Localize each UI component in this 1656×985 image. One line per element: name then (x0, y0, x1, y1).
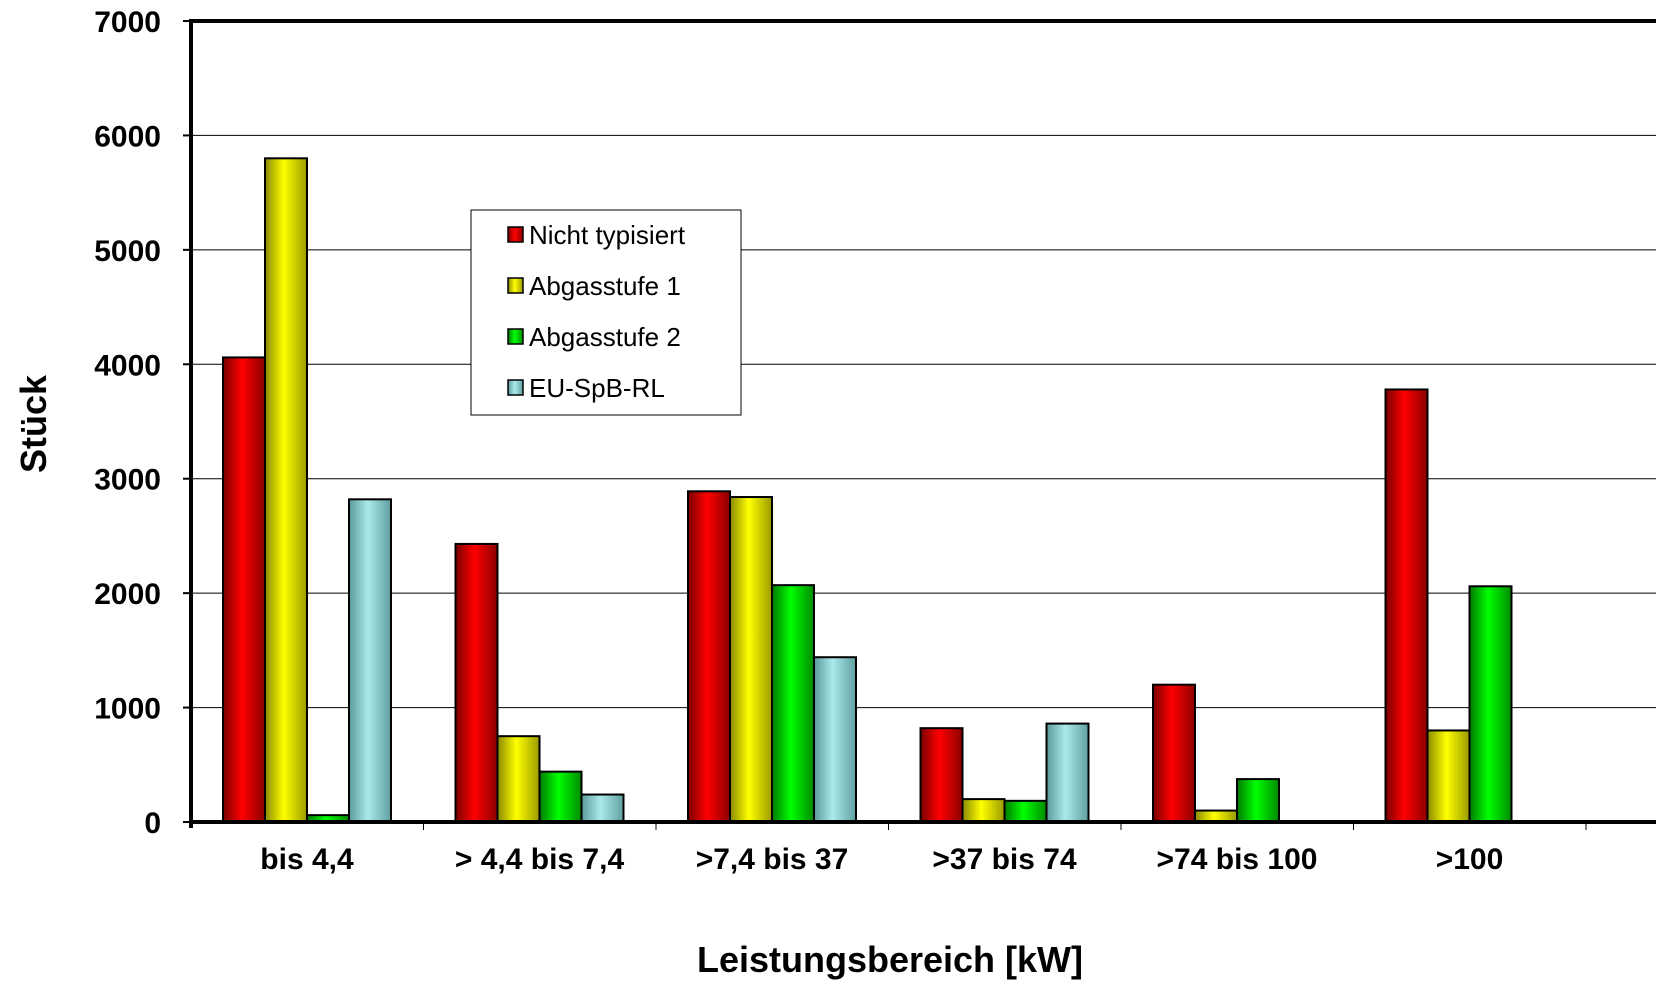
legend-swatch (507, 226, 524, 243)
legend-label: Abgasstufe 2 (529, 322, 681, 352)
bar-abgasstufe-1 (264, 157, 308, 824)
bar-abgasstufe-2 (1236, 778, 1280, 824)
bar-nicht-typisiert (222, 356, 266, 823)
y-tick-label: 3000 (94, 464, 161, 497)
bar-eu-spb-rl (580, 793, 625, 824)
y-tick-label: 6000 (94, 120, 161, 153)
bar-abgasstufe-1 (496, 735, 541, 824)
bar-eu-spb-rl (813, 656, 857, 823)
bar-eu-spb-rl (1045, 722, 1090, 823)
y-tick-labels: 0 1000 2000 3000 4000 5000 6000 7000 (94, 6, 161, 840)
legend-label: Nicht typisiert (529, 220, 686, 250)
y-tick-label: 1000 (94, 693, 161, 726)
bar-eu-spb-rl (348, 498, 392, 823)
bar-nicht-typisiert (919, 727, 964, 824)
bar-abgasstufe-1 (729, 496, 773, 823)
y-tick-label: 0 (144, 807, 161, 840)
y-tick-label: 4000 (94, 349, 161, 382)
legend-swatch (507, 277, 524, 294)
y-tick-label: 7000 (94, 6, 161, 39)
x-tick-label: > 4,4 bis 7,4 (455, 843, 625, 876)
legend-label: EU-SpB-RL (529, 373, 665, 403)
x-tick-label: >100 (1436, 843, 1504, 876)
bar-abgasstufe-2 (1468, 585, 1513, 824)
bar-abgasstufe-2 (1003, 799, 1048, 823)
bar-nicht-typisiert (1384, 388, 1429, 823)
y-tick-label: 5000 (94, 235, 161, 268)
bar-abgasstufe-2 (771, 584, 815, 824)
bar-abgasstufe-1 (1426, 729, 1471, 824)
bar-nicht-typisiert (1152, 683, 1196, 824)
x-tick-label: >7,4 bis 37 (696, 843, 849, 876)
bar-nicht-typisiert (454, 542, 499, 824)
legend: Nicht typisiert Abgasstufe 1 Abgasstufe 2 E… (470, 209, 742, 416)
bar-abgasstufe-1 (961, 798, 1006, 823)
x-tick-label: >74 bis 100 (1157, 843, 1318, 876)
x-tick-label: >37 bis 74 (932, 843, 1077, 876)
bar-nicht-typisiert (687, 490, 731, 823)
x-axis-title: Leistungsbereich [kW] (697, 939, 1083, 980)
legend-swatch (507, 379, 524, 396)
bar-abgasstufe-2 (538, 770, 583, 823)
y-tick-label: 2000 (94, 578, 161, 611)
x-tick-label: bis 4,4 (260, 843, 354, 876)
legend-swatch (507, 328, 524, 345)
gridlines (191, 20, 1656, 709)
legend-label: Abgasstufe 1 (529, 271, 681, 301)
bars (222, 157, 1513, 824)
y-axis-title: Stück (13, 374, 54, 473)
x-tick-labels: bis 4,4 > 4,4 bis 7,4 >7,4 bis 37 >37 bis 7… (260, 843, 1503, 876)
axes (183, 19, 1656, 830)
